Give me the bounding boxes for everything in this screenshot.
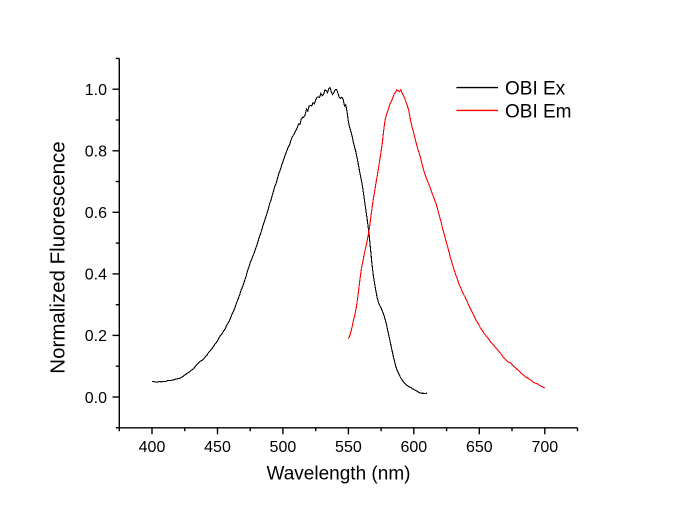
svg-text:OBI Em: OBI Em (505, 101, 572, 122)
svg-text:650: 650 (466, 439, 493, 456)
svg-text:500: 500 (270, 439, 297, 456)
svg-text:OBI Ex: OBI Ex (505, 79, 566, 100)
svg-text:550: 550 (335, 439, 362, 456)
svg-text:0.8: 0.8 (85, 144, 107, 161)
svg-text:Normalized Fluorescence: Normalized Fluorescence (47, 141, 70, 373)
svg-text:450: 450 (204, 439, 231, 456)
svg-text:600: 600 (400, 439, 427, 456)
svg-text:1.0: 1.0 (85, 82, 107, 99)
svg-text:0.6: 0.6 (85, 205, 107, 222)
svg-text:0.4: 0.4 (85, 267, 107, 284)
svg-text:400: 400 (139, 439, 166, 456)
svg-text:0.0: 0.0 (85, 390, 107, 407)
svg-text:Wavelength (nm): Wavelength (nm) (267, 464, 411, 485)
svg-text:0.2: 0.2 (85, 328, 107, 345)
svg-text:700: 700 (531, 439, 558, 456)
